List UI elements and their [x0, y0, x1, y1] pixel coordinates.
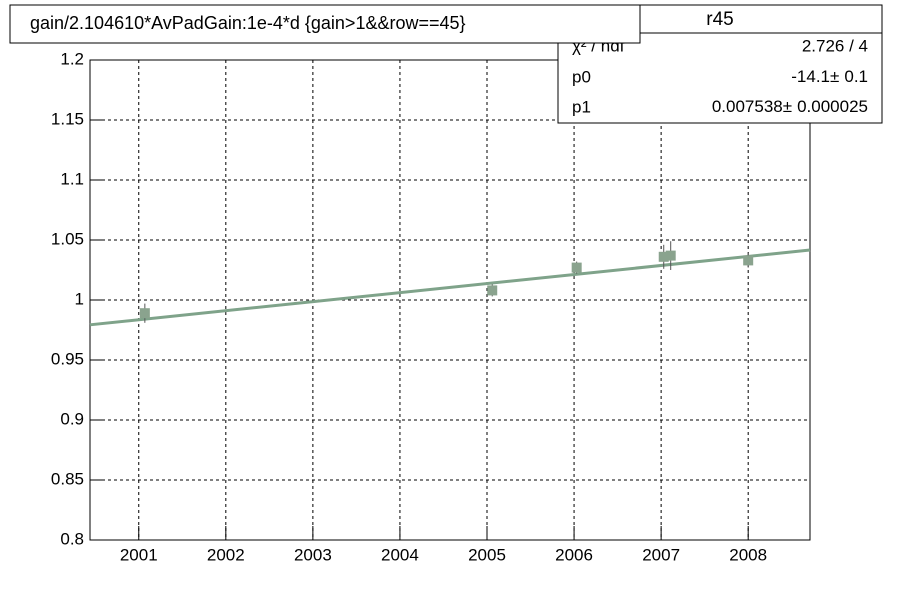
x-tick-label: 2008 [729, 545, 767, 564]
stats-value: 2.726 / 4 [802, 36, 868, 55]
pm: ± [830, 67, 839, 86]
y-tick-label: 0.8 [60, 529, 84, 548]
y-tick-label: 1.15 [51, 109, 84, 128]
x-tick-label: 2002 [207, 545, 245, 564]
stats-label: p1 [572, 97, 591, 116]
x-tick-label: 2007 [642, 545, 680, 564]
stats-label: p0 [572, 67, 591, 86]
param-value: -14.1 [791, 67, 830, 86]
y-tick-label: 1.2 [60, 49, 84, 68]
stats-title: r45 [706, 9, 733, 30]
param-error: 0.000025 [797, 97, 868, 116]
x-tick-label: 2004 [381, 545, 419, 564]
plot: 0.8 0.85 0.9 0.95 1 1.05 1.1 1.15 1.2 2001 2002 200… [51, 49, 811, 564]
marker [571, 262, 582, 273]
title-frame [9, 4, 641, 44]
y-tick-label: 0.9 [60, 409, 84, 428]
param-value: 0.007538 [712, 97, 783, 116]
marker [658, 251, 669, 262]
y-tick-label: 0.95 [51, 349, 84, 368]
marker [743, 255, 754, 266]
marker [139, 308, 150, 319]
pm: ± [783, 97, 792, 116]
marker [487, 285, 498, 296]
y-tick-label: 1.05 [51, 229, 84, 248]
marker [665, 250, 676, 261]
x-tick-label: 2005 [468, 545, 506, 564]
x-tick-label: 2003 [294, 545, 332, 564]
stats-value: -14.1± 0.1 [791, 67, 868, 86]
title-box: gain/2.104610*AvPadGain:1e-4*d {gain>1&&… [9, 4, 641, 44]
chart-title: gain/2.104610*AvPadGain:1e-4*d {gain>1&&… [30, 13, 466, 33]
y-tick-label: 1 [75, 289, 84, 308]
param-error: 0.1 [844, 67, 868, 86]
y-tick-label: 1.1 [60, 169, 84, 188]
x-tick-label: 2006 [555, 545, 593, 564]
fit-line [89, 248, 811, 327]
x-tick-label: 2001 [120, 545, 158, 564]
stats-value: 0.007538± 0.000025 [712, 97, 868, 116]
y-tick-label: 0.85 [51, 469, 84, 488]
